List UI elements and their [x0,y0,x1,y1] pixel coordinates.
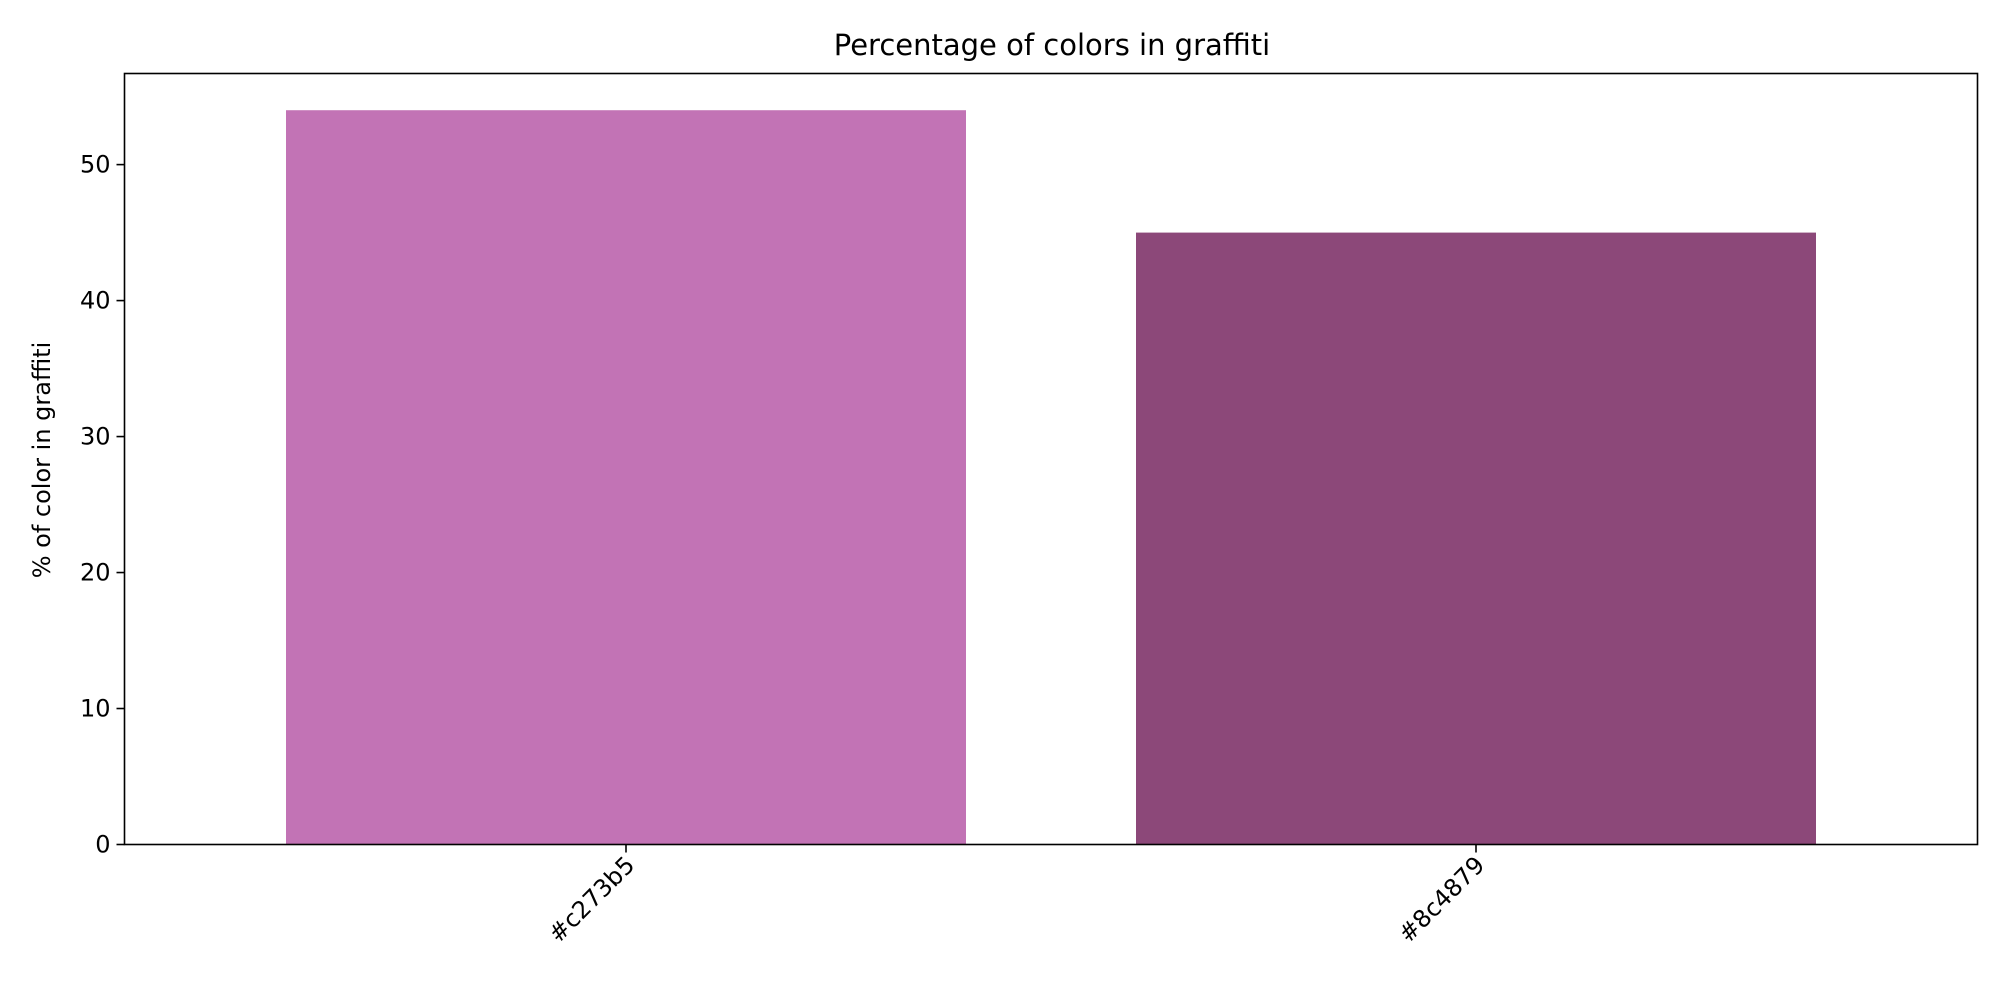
plot-frame [123,72,1979,846]
y-axis-label: % of color in graffiti [28,342,56,579]
y-tick-label: 10 [80,695,111,723]
bar-8c4879 [1136,232,1816,845]
bars-group [286,110,1816,845]
bar-c273b5 [286,110,966,845]
y-axis-ticks: 0 10 20 30 40 50 [80,151,125,859]
chart-title: Percentage of colors in graffiti [834,28,1271,62]
y-tick-label: 20 [80,559,111,587]
y-tick-label: 0 [95,831,110,859]
y-tick-label: 40 [80,287,111,315]
y-tick-label: 30 [80,423,111,451]
y-tick-label: 50 [80,151,111,179]
